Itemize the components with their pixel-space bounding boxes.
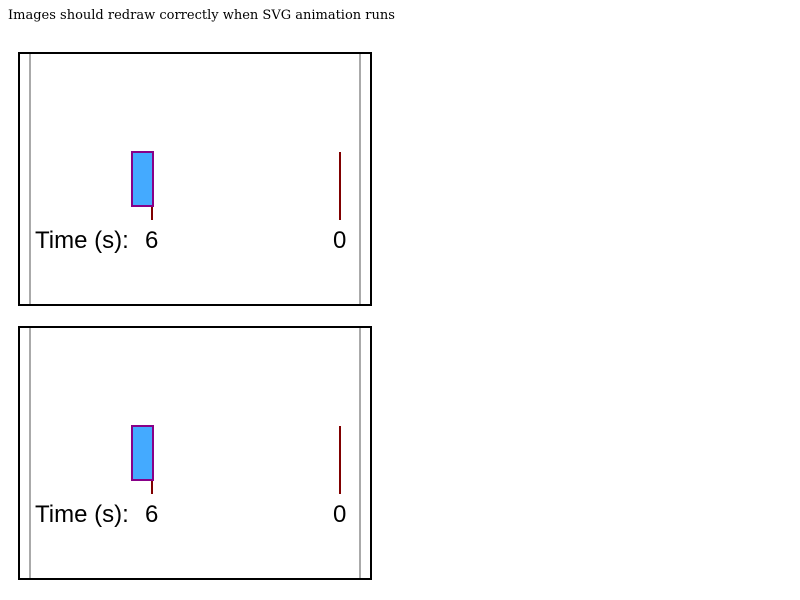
svg-animation-canvas: Time (s): 6 0 <box>29 328 361 578</box>
svg-animation-panel-top: Time (s): 6 0 <box>18 52 372 306</box>
animated-rect <box>131 151 154 207</box>
svg-animation-panel-bottom: Time (s): 6 0 <box>18 326 372 580</box>
time-end-value: 0 <box>333 227 346 254</box>
time-label: Time (s): <box>35 227 129 254</box>
page-caption: Images should redraw correctly when SVG … <box>8 8 395 23</box>
time-start-value: 6 <box>145 501 158 528</box>
animated-rect <box>131 425 154 481</box>
time-start-value: 6 <box>145 227 158 254</box>
svg-animation-canvas: Time (s): 6 0 <box>29 54 361 304</box>
time-label: Time (s): <box>35 501 129 528</box>
time-end-value: 0 <box>333 501 346 528</box>
